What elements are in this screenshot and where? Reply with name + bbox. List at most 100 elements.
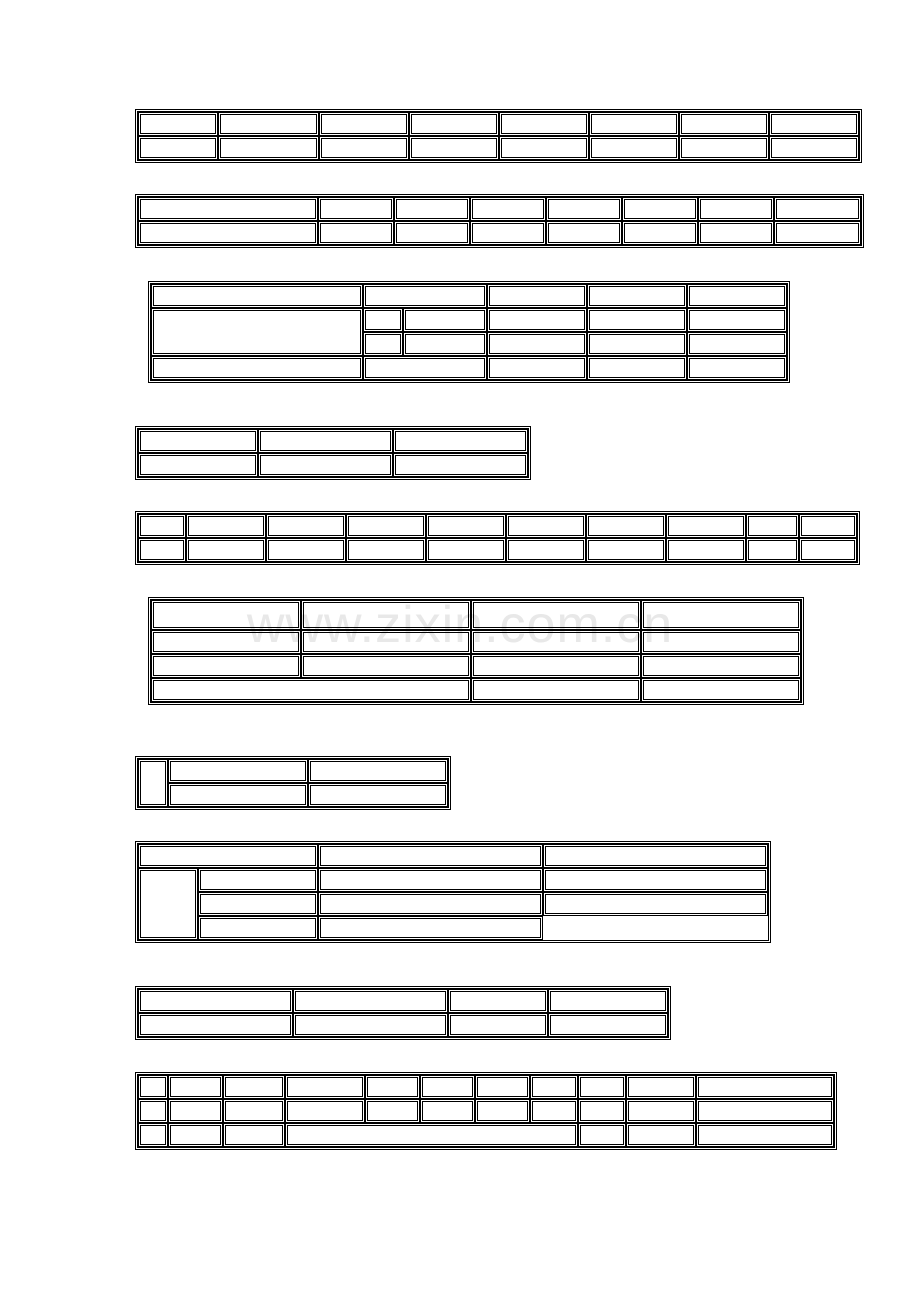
table-t9	[135, 986, 671, 1040]
table-row	[138, 538, 857, 562]
table-cell	[543, 868, 768, 892]
table-cell	[168, 783, 308, 807]
table-cell	[198, 916, 318, 940]
table-cell	[363, 332, 403, 356]
table-cell	[587, 308, 687, 332]
table-cell	[578, 1075, 626, 1099]
table-cell	[301, 630, 471, 654]
table-cell	[293, 1013, 448, 1037]
table-cell	[318, 221, 394, 245]
table-cell	[198, 892, 318, 916]
table-cell	[318, 197, 394, 221]
table-row	[138, 892, 768, 916]
table-cell	[487, 308, 587, 332]
table-cell	[586, 514, 666, 538]
table-cell	[138, 989, 293, 1013]
table-cell	[151, 284, 363, 308]
table-cell	[499, 112, 589, 136]
table-cell	[799, 514, 857, 538]
table-cell	[285, 1075, 365, 1099]
table-cell	[471, 630, 641, 654]
table-cell	[543, 844, 768, 868]
table-cell	[151, 600, 301, 630]
table-cell	[168, 1099, 223, 1123]
table-t8	[135, 841, 771, 943]
table-cell	[409, 136, 499, 160]
table-cell	[138, 868, 198, 940]
table-cell	[223, 1123, 285, 1147]
data-table	[135, 841, 771, 943]
table-row	[138, 759, 448, 783]
table-cell	[151, 308, 363, 356]
table-row	[138, 112, 859, 136]
table-cell	[258, 429, 393, 453]
table-row	[151, 630, 801, 654]
table-cell	[346, 538, 426, 562]
table-cell	[641, 654, 801, 678]
table-row	[138, 1123, 834, 1147]
table-cell	[626, 1075, 696, 1099]
table-row	[151, 284, 787, 308]
table-cell	[626, 1123, 696, 1147]
table-cell	[258, 453, 393, 477]
table-cell	[687, 308, 787, 332]
table-cell	[138, 1075, 168, 1099]
table-cell	[746, 538, 799, 562]
table-t5	[135, 511, 860, 565]
table-cell	[138, 844, 318, 868]
table-cell	[666, 514, 746, 538]
table-cell	[679, 136, 769, 160]
table-cell	[530, 1099, 578, 1123]
table-cell	[746, 514, 799, 538]
table-cell	[769, 136, 859, 160]
table-cell	[622, 221, 698, 245]
table-cell	[471, 678, 641, 702]
table-cell	[403, 332, 487, 356]
table-row	[138, 453, 528, 477]
table-cell	[301, 654, 471, 678]
table-cell	[506, 538, 586, 562]
table-cell	[546, 197, 622, 221]
table-cell	[475, 1099, 530, 1123]
table-cell	[138, 1099, 168, 1123]
table-cell	[138, 538, 186, 562]
table-cell	[363, 308, 403, 332]
table-cell	[586, 538, 666, 562]
table-cell	[687, 332, 787, 356]
table-cell	[641, 630, 801, 654]
table-cell	[151, 630, 301, 654]
table-cell	[363, 356, 487, 380]
table-cell	[138, 197, 318, 221]
table-t10	[135, 1072, 837, 1150]
table-cell	[687, 284, 787, 308]
table-cell	[151, 356, 363, 380]
table-cell	[218, 136, 319, 160]
table-row	[138, 1075, 834, 1099]
table-cell	[138, 514, 186, 538]
table-cell	[548, 989, 668, 1013]
table-cell	[506, 514, 586, 538]
table-cell	[666, 538, 746, 562]
table-cell	[499, 136, 589, 160]
table-cell	[138, 1013, 293, 1037]
table-cell	[587, 284, 687, 308]
table-cell	[168, 759, 308, 783]
table-cell	[626, 1099, 696, 1123]
table-cell	[698, 221, 774, 245]
table-cell	[589, 112, 679, 136]
table-cell	[641, 678, 801, 702]
table-cell	[138, 759, 168, 807]
table-cell	[622, 197, 698, 221]
table-cell	[487, 284, 587, 308]
table-cell	[186, 538, 266, 562]
table-cell	[293, 989, 448, 1013]
table-cell	[487, 332, 587, 356]
table-cell	[774, 197, 861, 221]
table-cell	[138, 112, 218, 136]
table-cell	[198, 868, 318, 892]
table-cell	[151, 678, 471, 702]
table-row	[138, 136, 859, 160]
table-row	[151, 654, 801, 678]
table-t4	[135, 426, 531, 480]
table-cell	[365, 1075, 420, 1099]
